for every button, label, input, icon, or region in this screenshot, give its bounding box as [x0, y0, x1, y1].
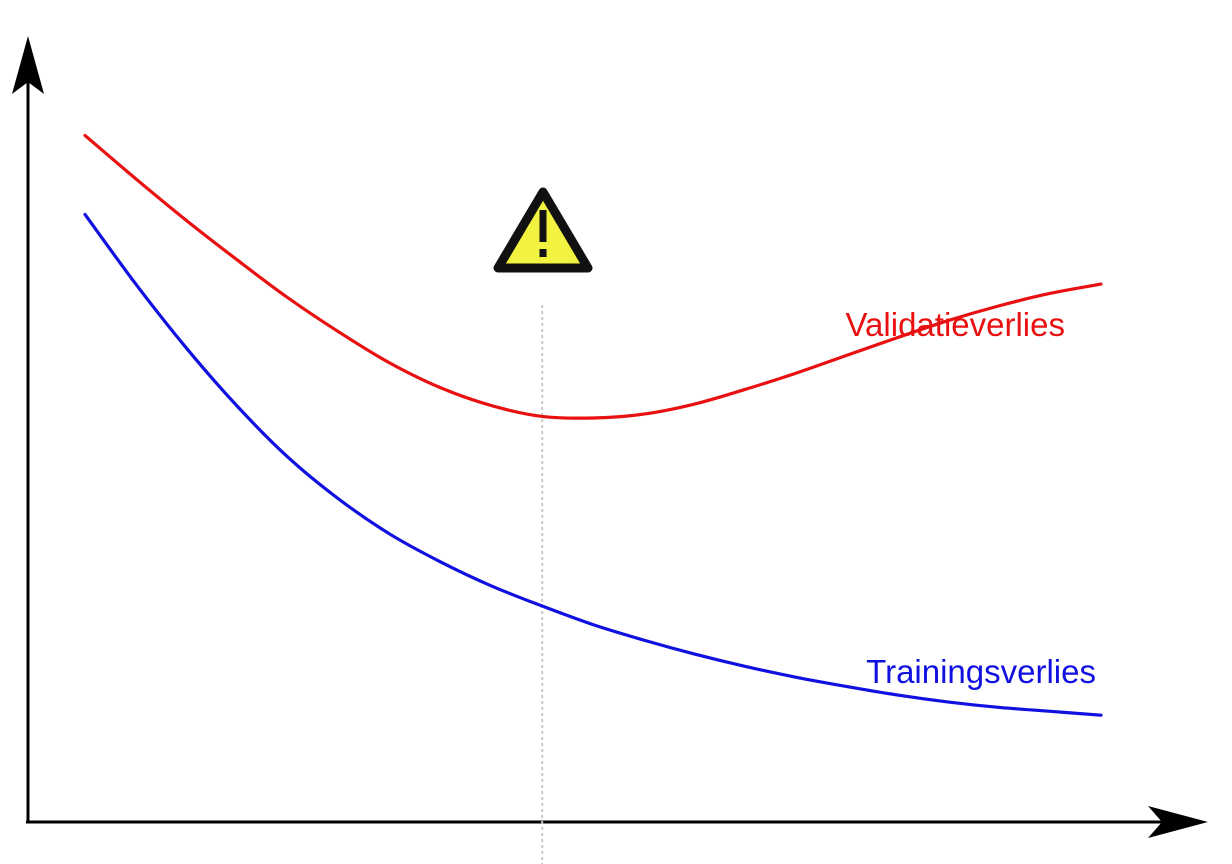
y-axis-arrow	[12, 36, 44, 94]
series-layer	[83, 133, 1103, 717]
series-label-validatieverlies: Validatieverlies	[846, 306, 1066, 343]
labels-layer: Validatieverlies Trainingsverlies	[846, 306, 1097, 690]
series-label-trainingsverlies: Trainingsverlies	[866, 653, 1096, 690]
warning-exclamation-bar	[539, 210, 547, 242]
x-axis-arrow	[1148, 806, 1208, 838]
axes	[12, 36, 1208, 838]
warning-triangle-icon	[493, 187, 593, 273]
warning-exclamation-dot	[539, 249, 547, 257]
series-line-trainingsverlies	[83, 212, 1103, 717]
series-line-validatieverlies	[83, 133, 1103, 420]
